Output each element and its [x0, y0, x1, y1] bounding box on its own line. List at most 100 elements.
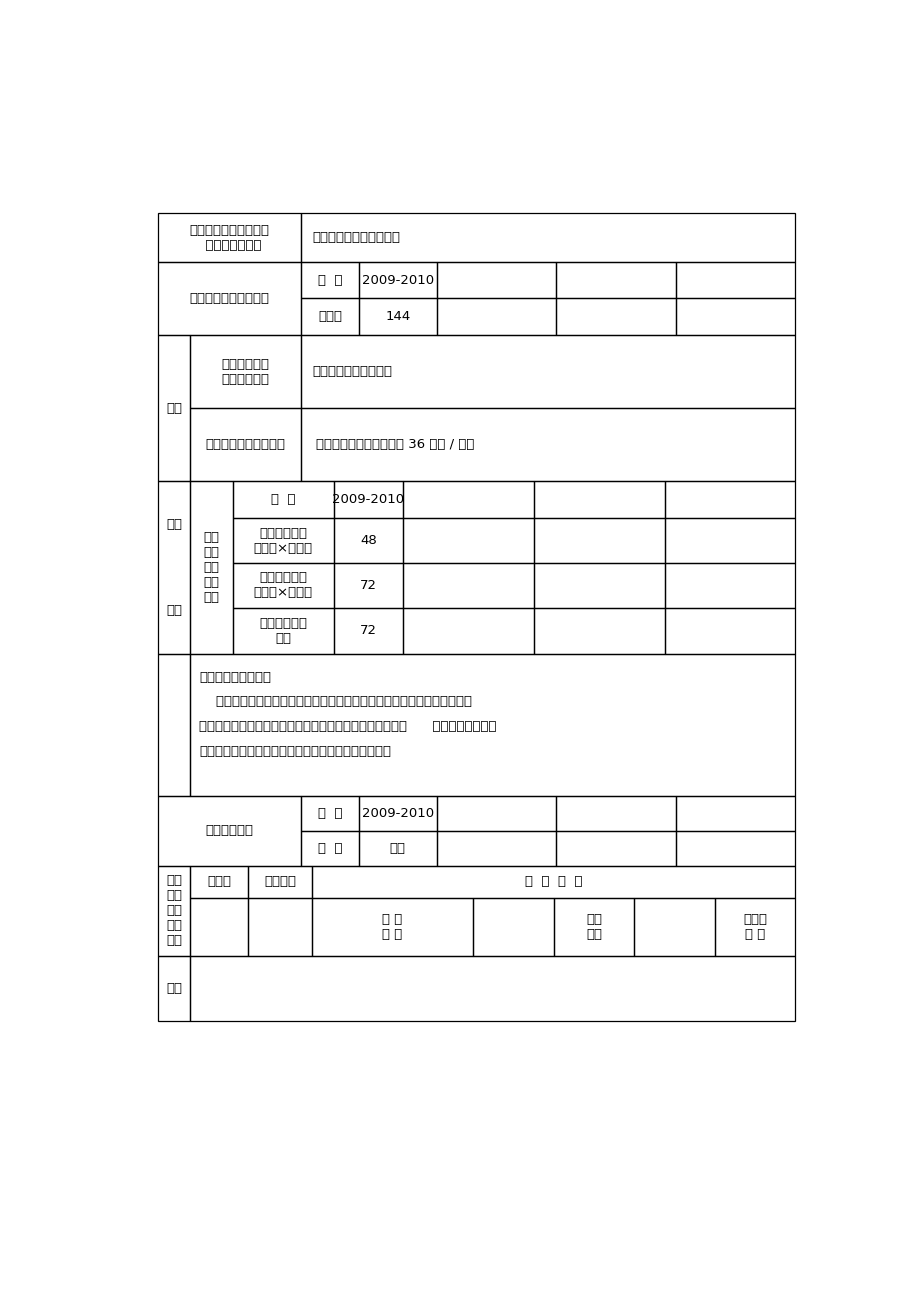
Bar — [334, 563, 403, 608]
Bar — [312, 898, 472, 956]
Text: 备注: 备注 — [165, 982, 182, 995]
Bar — [190, 898, 248, 956]
Text: 《学生思想政治教学》： 36 学时 / 学期: 《学生思想政治教学》： 36 学时 / 学期 — [316, 438, 474, 451]
Bar — [312, 866, 795, 898]
Bar — [403, 481, 533, 519]
Bar — [301, 214, 795, 262]
Text: 同 意
票 数: 同 意 票 数 — [382, 913, 403, 941]
Bar — [334, 608, 403, 653]
Text: 部门
评审
组织
推荐
结果: 部门 评审 组织 推荐 结果 — [165, 874, 182, 947]
Bar — [664, 563, 795, 608]
Bar — [190, 866, 248, 898]
Bar — [157, 797, 301, 866]
Bar — [334, 519, 403, 563]
Text: 2009-2010: 2009-2010 — [361, 807, 434, 820]
Text: 完成课堂授课
时数: 完成课堂授课 时数 — [259, 617, 307, 644]
Bar — [675, 831, 795, 866]
Bar — [190, 481, 233, 653]
Text: 提职前四年教师工作量: 提职前四年教师工作量 — [189, 292, 269, 305]
Bar — [190, 335, 301, 408]
Bar — [358, 299, 437, 335]
Text: 学效果，能按时、按量、按质完成规定的教学工作量。: 学效果，能按时、按量、按质完成规定的教学工作量。 — [199, 745, 391, 758]
Text: 现任课程及计划学时数: 现任课程及计划学时数 — [205, 438, 285, 451]
Text: 不同意
票 数: 不同意 票 数 — [743, 913, 766, 941]
Bar — [556, 299, 675, 335]
Bar — [190, 956, 795, 1021]
Bar — [675, 299, 795, 335]
Text: 工作量: 工作量 — [318, 310, 342, 323]
Text: 144: 144 — [385, 310, 410, 323]
Bar — [157, 262, 301, 335]
Bar — [248, 898, 312, 956]
Bar — [675, 797, 795, 831]
Bar — [533, 563, 664, 608]
Text: 2009-2010: 2009-2010 — [332, 493, 404, 506]
Bar — [233, 519, 334, 563]
Text: 教学: 教学 — [165, 402, 182, 415]
Text: 取得硕士学位，外语免试: 取得硕士学位，外语免试 — [312, 231, 400, 244]
Bar — [403, 608, 533, 653]
Bar — [157, 653, 190, 797]
Bar — [664, 608, 795, 653]
Bar — [334, 481, 403, 519]
Bar — [533, 519, 664, 563]
Text: 本人实际完成
（学时×系数）: 本人实际完成 （学时×系数） — [254, 571, 312, 600]
Bar — [301, 408, 795, 481]
Text: 弃权
票数: 弃权 票数 — [585, 913, 601, 941]
Bar — [533, 481, 664, 519]
Bar — [301, 831, 358, 866]
Bar — [664, 481, 795, 519]
Text: 72: 72 — [359, 625, 377, 638]
Text: 学  年: 学 年 — [270, 493, 295, 506]
Text: 学校工作定额
（学时×系数）: 学校工作定额 （学时×系数） — [254, 527, 312, 554]
Text: 年  度: 年 度 — [317, 274, 342, 287]
Bar — [190, 653, 795, 797]
Text: 能根据不同的教学内容采用恰当的教学方法完成教学目的，      并取得了良好的教: 能根据不同的教学内容采用恰当的教学方法完成教学目的， 并取得了良好的教 — [199, 720, 496, 733]
Bar — [472, 898, 553, 956]
Bar — [157, 866, 190, 956]
Bar — [301, 262, 358, 299]
Bar — [157, 481, 190, 653]
Text: 48: 48 — [359, 535, 377, 548]
Text: 表  决  结  果: 表 决 结 果 — [525, 875, 582, 888]
Bar — [358, 797, 437, 831]
Bar — [675, 262, 795, 299]
Text: 等  级: 等 级 — [317, 842, 342, 855]
Bar — [556, 797, 675, 831]
Text: 总人数: 总人数 — [207, 875, 231, 888]
Bar — [556, 262, 675, 299]
Bar — [403, 519, 533, 563]
Text: 年终考核结果: 年终考核结果 — [205, 824, 253, 837]
Bar — [157, 335, 190, 481]
Bar — [553, 898, 633, 956]
Bar — [157, 956, 190, 1021]
Bar — [190, 408, 301, 481]
Bar — [233, 481, 334, 519]
Text: 2009-2010: 2009-2010 — [361, 274, 434, 287]
Bar — [358, 262, 437, 299]
Text: 提职
前四
年教
学工
作量: 提职 前四 年教 学工 作量 — [203, 531, 220, 604]
Text: 工作: 工作 — [165, 518, 182, 531]
Text: 合格: 合格 — [390, 842, 405, 855]
Bar — [437, 797, 556, 831]
Bar — [437, 299, 556, 335]
Bar — [633, 898, 714, 956]
Bar — [664, 519, 795, 563]
Text: 72: 72 — [359, 579, 377, 592]
Bar — [403, 563, 533, 608]
Text: 李小兵同志有良好的师德师风，端正的教学态度，能严格遵守教学纪律，: 李小兵同志有良好的师德师风，端正的教学态度，能严格遵守教学纪律， — [199, 695, 472, 708]
Bar — [533, 608, 664, 653]
Bar — [301, 299, 358, 335]
Text: 参加人数: 参加人数 — [264, 875, 296, 888]
Bar — [714, 898, 795, 956]
Text: 情况: 情况 — [165, 604, 182, 617]
Bar — [157, 214, 301, 262]
Bar — [248, 866, 312, 898]
Text: 教学质量考核评价：: 教学质量考核评价： — [199, 670, 271, 683]
Text: 任现职以来讲
授的课程名称: 任现职以来讲 授的课程名称 — [221, 357, 269, 386]
Text: 年  度: 年 度 — [317, 807, 342, 820]
Bar — [437, 831, 556, 866]
Bar — [301, 335, 795, 408]
Bar — [301, 797, 358, 831]
Bar — [358, 831, 437, 866]
